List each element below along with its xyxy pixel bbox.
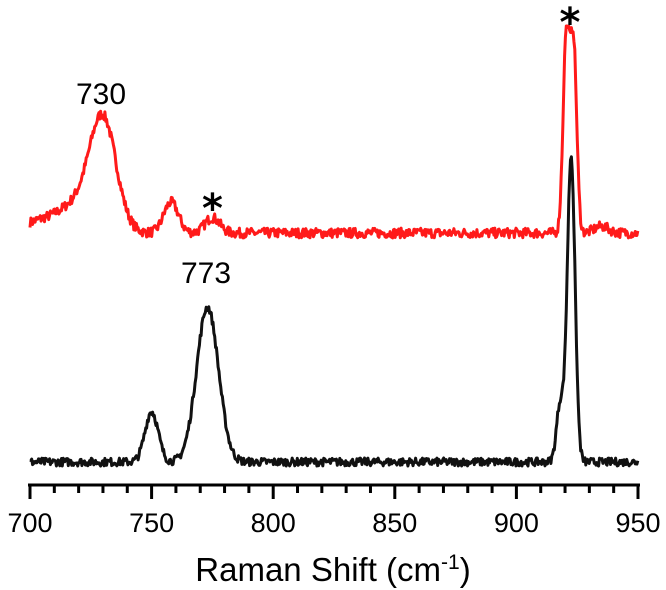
x-tick-label: 750 [129, 508, 174, 538]
spectrum-line-upper [28, 24, 640, 240]
spectrum-line-lower [29, 155, 640, 468]
asterisk-annotation: * [559, 0, 580, 46]
spectrum-traces [28, 24, 640, 468]
x-tick-label: 700 [7, 508, 52, 538]
peak-annotations: 730 773 * * [76, 0, 580, 290]
x-axis-title-superscript: -1 [441, 551, 460, 574]
asterisk-annotation: * [202, 186, 223, 232]
x-tick-label: 950 [615, 508, 660, 538]
x-axis-title: Raman Shift (cm-1) [195, 551, 470, 588]
x-axis: 700 750 800 850 900 950 [7, 483, 661, 538]
x-tick-label: 900 [494, 508, 539, 538]
x-tick-label: 800 [251, 508, 296, 538]
x-tick-label: 850 [372, 508, 417, 538]
peak-label-773: 773 [181, 257, 231, 290]
x-axis-title-close: ) [460, 551, 471, 588]
peak-label-730: 730 [76, 78, 126, 111]
